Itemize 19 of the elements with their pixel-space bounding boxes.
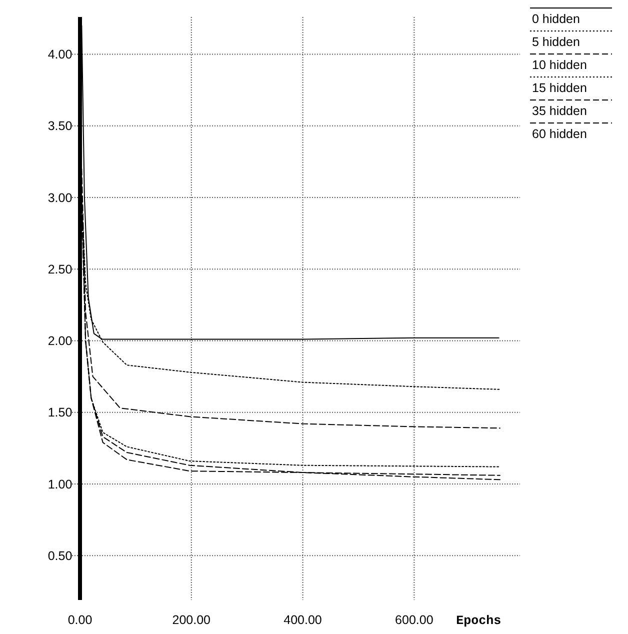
- x-tick-label: 200.00: [172, 613, 211, 627]
- x-tick-label: 400.00: [284, 613, 322, 627]
- text: 5 hidden: [532, 35, 580, 49]
- y-tick-label: 3.00: [48, 190, 72, 205]
- text: 60 hidden: [532, 127, 587, 141]
- text: 0 hidden: [532, 12, 580, 26]
- text: 15 hidden: [532, 81, 587, 95]
- x-tick-label: 0.00: [68, 613, 92, 627]
- x-tick-label: 600.00: [395, 613, 434, 627]
- text: 10 hidden: [532, 58, 587, 72]
- y-tick-label: 1.00: [48, 477, 72, 492]
- text: 35 hidden: [532, 104, 587, 118]
- y-tick-label: 2.00: [48, 334, 72, 348]
- y-tick-label: 3.50: [48, 119, 72, 134]
- y-tick-label: 2.50: [48, 262, 72, 276]
- y-tick-label: 0.50: [48, 548, 72, 563]
- y-tick-label: 1.50: [48, 406, 72, 420]
- y-tick-label: 4.00: [48, 48, 72, 62]
- x-axis-title: Epochs: [456, 614, 502, 628]
